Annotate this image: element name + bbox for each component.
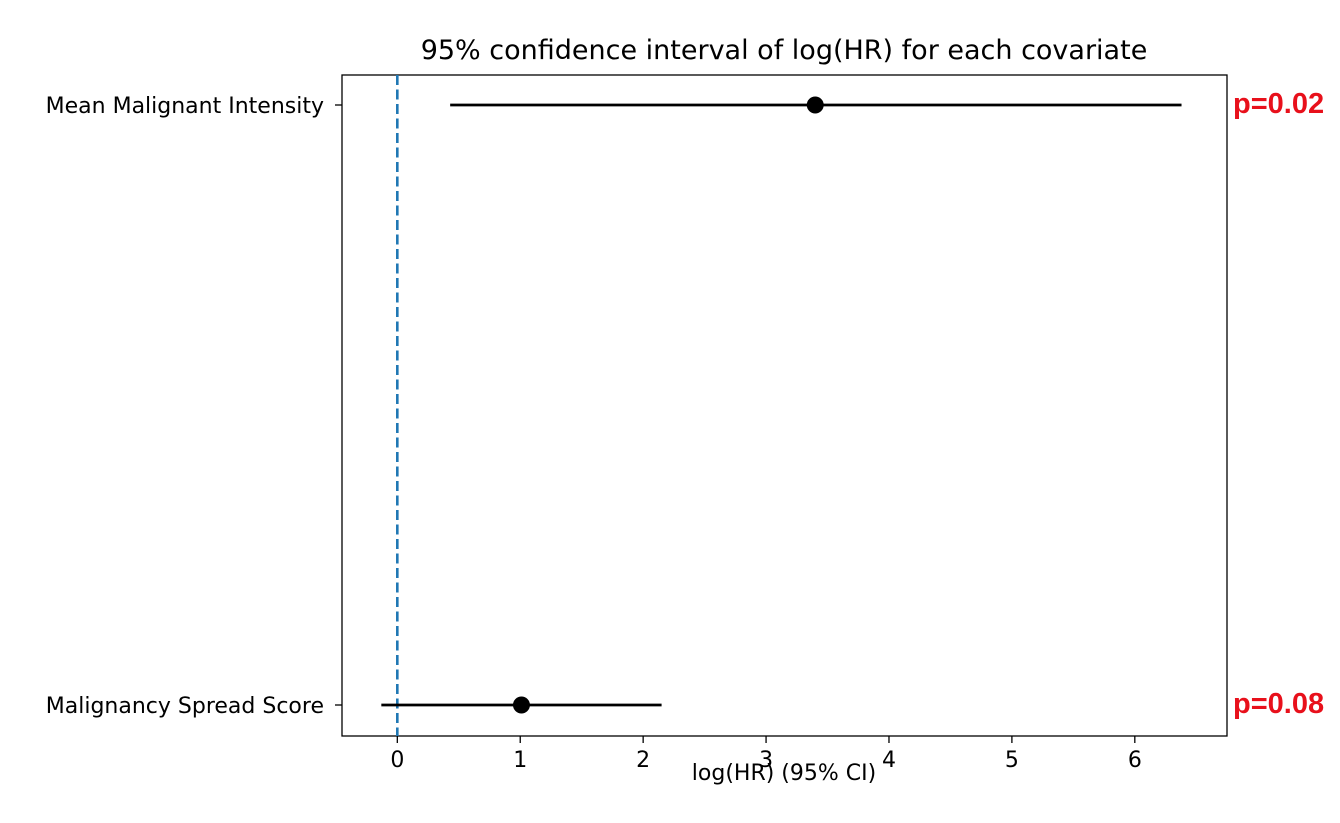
y-tick-label: Mean Malignant Intensity [46,94,324,119]
y-tick-label: Malignancy Spread Score [46,694,324,719]
p-value-annotation: p=0.08 [1233,688,1324,720]
p-value-annotation: p=0.02 [1233,88,1324,120]
chart-title: 95% confidence interval of log(HR) for e… [421,35,1148,66]
point-estimate-marker [512,696,530,714]
x-tick-label: 2 [636,748,650,773]
x-tick-label: 0 [390,748,404,773]
x-tick-label: 5 [1005,748,1019,773]
x-axis-label: log(HR) (95% CI) [692,761,876,786]
x-tick-label: 1 [513,748,527,773]
x-tick-label: 4 [882,748,896,773]
plot-frame [341,74,1228,737]
x-tick-label: 6 [1128,748,1142,773]
point-estimate-marker [806,96,824,114]
x-tick-label: 3 [759,748,773,773]
